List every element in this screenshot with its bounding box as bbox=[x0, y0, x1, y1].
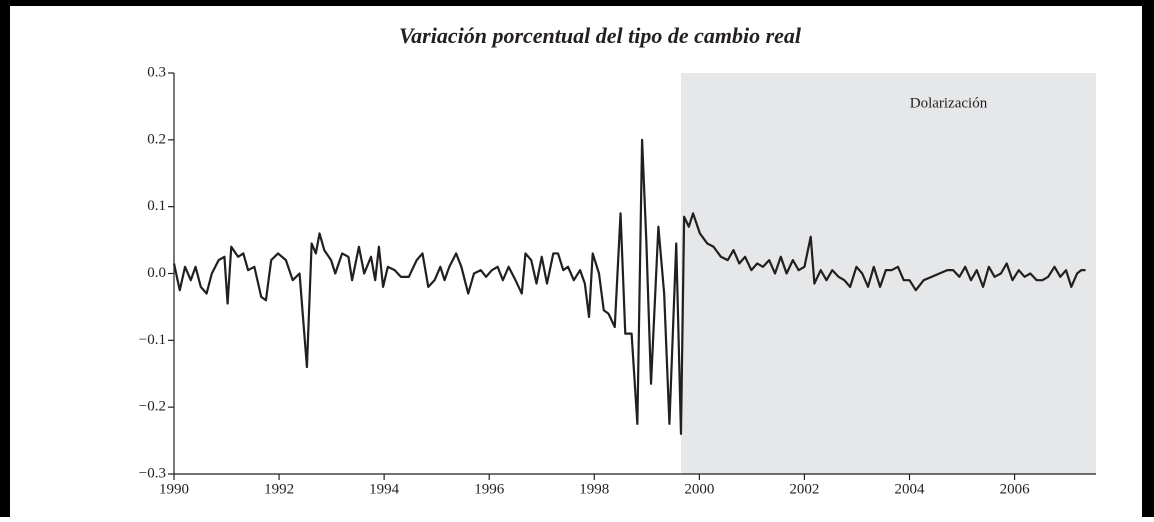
x-tick-label: 2000 bbox=[684, 481, 714, 497]
annotation: Dolarización bbox=[910, 95, 988, 111]
chart-title: Variación porcentual del tipo de cambio … bbox=[399, 23, 802, 48]
y-tick-label: −0.3 bbox=[139, 465, 166, 481]
y-tick-label: 0.0 bbox=[147, 265, 166, 281]
x-tick-label: 1992 bbox=[264, 481, 294, 497]
x-tick-label: 1994 bbox=[369, 481, 400, 497]
y-tick-label: 0.1 bbox=[147, 198, 166, 214]
x-tick-label: 1996 bbox=[474, 481, 505, 497]
frame-top bbox=[0, 0, 1154, 6]
series-line bbox=[172, 138, 1086, 435]
y-tick-label: 0.3 bbox=[147, 64, 166, 80]
x-tick-label: 2002 bbox=[789, 481, 819, 497]
frame-left bbox=[0, 0, 10, 517]
frame-right bbox=[1142, 0, 1154, 517]
x-tick-label: 2004 bbox=[894, 481, 925, 497]
y-tick-label: 0.2 bbox=[147, 131, 166, 147]
x-tick-label: 1998 bbox=[579, 481, 609, 497]
y-tick-label: −0.1 bbox=[139, 332, 166, 348]
x-tick-label: 1990 bbox=[159, 481, 189, 497]
shaded-region bbox=[680, 73, 1096, 474]
x-tick-label: 2006 bbox=[1000, 481, 1031, 497]
y-tick-label: −0.2 bbox=[139, 399, 166, 415]
